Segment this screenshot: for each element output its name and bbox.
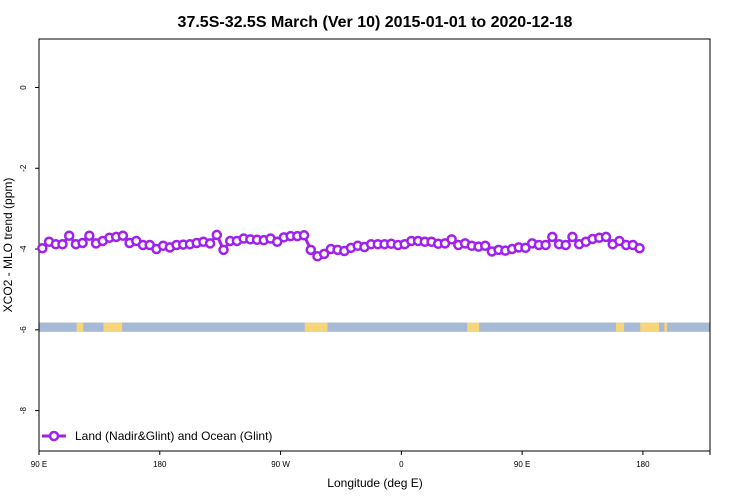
ocean-band [39,322,710,332]
y-tick-label-0: 0 [19,85,28,90]
chart-title: 37.5S-32.5S March (Ver 10) 2015-01-01 to… [178,14,573,31]
data-point-7 [84,230,95,241]
legend: Land (Nadir&Glint) and Ocean (Glint) [42,429,272,443]
land-patch-3 [467,322,480,332]
data-point-39 [298,230,310,241]
data-point-12 [117,230,129,241]
data-point-6 [77,237,88,249]
x-tick-label-5: 180 [636,460,650,469]
land-patch-1 [103,322,123,332]
data-point-4 [63,230,75,241]
data-point-66 [479,240,491,252]
map-band [39,322,710,332]
x-tick-label-2: 90 W [271,460,290,469]
land-patch-4 [616,322,625,332]
series-layer [37,229,645,262]
legend-entry-label: Land (Nadir&Glint) and Ocean (Glint) [75,429,272,443]
data-point-79 [567,231,578,243]
y-tick-label-1: -2 [19,164,28,172]
y-tick-label-2: -4 [19,245,28,253]
data-point-0 [37,242,48,254]
land-patch-5 [640,322,660,332]
y-axis: 0 -2 -4 -6 -8 [19,85,39,414]
data-point-75 [540,239,551,251]
x-axis-label: Longitude (deg E) [327,476,422,490]
data-point-78 [560,239,571,251]
x-tick-label-0: 90 E [31,460,47,469]
data-point-40 [305,244,317,256]
y-tick-label-4: -8 [19,407,28,415]
data-point-42 [318,248,330,260]
x-axis: 90 E 180 90 W 0 90 E 180 [31,451,711,469]
land-patch-2 [304,322,328,332]
land-patch-6 [664,322,668,332]
data-point-25 [204,238,216,249]
x-tick-label-4: 90 E [514,460,530,469]
x-tick-label-3: 0 [399,460,404,469]
data-point-76 [547,231,558,243]
y-axis-label: XCO2 - MLO trend (ppm) [1,178,15,313]
data-point-3 [57,238,68,250]
land-patch-0 [76,322,84,332]
y-tick-label-3: -6 [19,326,28,334]
data-point-61 [446,234,457,245]
data-point-89 [634,242,645,254]
data-point-27 [218,244,229,256]
x-tick-label-1: 180 [153,460,167,469]
data-point-84 [600,231,612,243]
data-point-26 [211,229,223,241]
legend-marker-swatch [48,430,60,442]
